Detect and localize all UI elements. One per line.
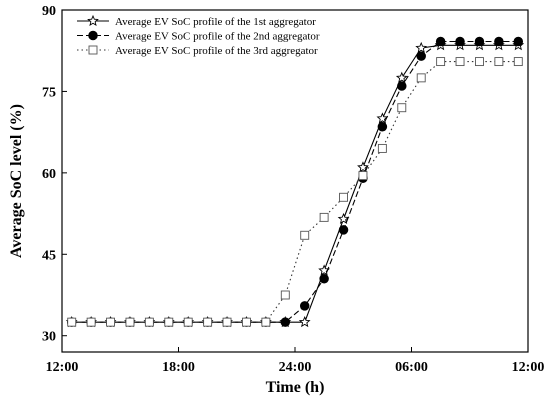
square-marker — [300, 230, 310, 240]
x-tick-label: 24:00 — [279, 360, 312, 375]
x-tick-label: 06:00 — [395, 360, 428, 375]
legend-label: Average EV SoC profile of the 1st aggreg… — [115, 16, 316, 28]
series-2 — [66, 36, 524, 327]
square-marker — [144, 317, 154, 327]
star-marker — [415, 41, 428, 53]
series-line — [71, 61, 519, 323]
square-marker — [125, 317, 135, 327]
square-marker — [397, 103, 407, 113]
square-marker — [222, 317, 232, 327]
square-marker — [67, 317, 77, 327]
square-marker — [164, 317, 174, 327]
circle-marker — [474, 36, 485, 47]
circle-marker — [397, 81, 407, 91]
circle-marker — [299, 301, 310, 311]
circle-marker — [416, 51, 426, 61]
series-layer — [65, 36, 525, 328]
series-3 — [67, 57, 523, 327]
circle-marker — [494, 36, 504, 47]
legend-label: Average EV SoC profile of the 2nd aggreg… — [115, 31, 320, 43]
series-1 — [65, 39, 525, 328]
square-marker — [183, 317, 193, 327]
star-marker — [298, 315, 311, 328]
square-marker — [86, 317, 96, 327]
square-marker — [339, 192, 348, 202]
square-marker — [319, 212, 329, 222]
star-marker — [337, 212, 350, 224]
square-marker — [280, 290, 290, 300]
y-tick-label: 75 — [42, 85, 56, 100]
square-marker — [377, 143, 387, 153]
square-marker — [358, 171, 368, 181]
x-axis-title: Time (h) — [266, 379, 325, 396]
square-marker — [436, 57, 446, 67]
y-tick-label: 45 — [42, 248, 56, 263]
square-marker — [513, 57, 523, 67]
square-marker — [475, 57, 484, 67]
legend-label: Average EV SoC profile of the 3rd aggreg… — [115, 45, 318, 57]
x-tick-label: 12:00 — [512, 360, 545, 375]
star-marker — [376, 112, 389, 124]
square-marker — [203, 317, 213, 327]
square-marker — [455, 57, 465, 67]
series-line — [71, 40, 519, 323]
legend: Average EV SoC profile of the 1st aggreg… — [77, 14, 320, 57]
series-line — [71, 44, 519, 323]
star-marker — [87, 14, 99, 26]
star-marker — [395, 71, 408, 83]
axis-ticks: 12:00 18:00 24:00 06:00 12:00 30 45 60 75 90 — [42, 4, 544, 375]
x-tick-label: 18:00 — [162, 360, 195, 375]
square-marker — [88, 45, 98, 55]
y-tick-label: 90 — [42, 4, 56, 19]
star-marker — [357, 161, 369, 173]
square-marker — [416, 73, 426, 83]
y-tick-label: 60 — [42, 167, 56, 182]
circle-marker — [377, 121, 388, 132]
square-marker — [261, 317, 271, 327]
circle-marker — [435, 36, 446, 47]
circle-marker — [319, 273, 329, 284]
x-tick-label: 12:00 — [46, 360, 79, 375]
square-marker — [494, 57, 504, 67]
circle-marker — [455, 36, 465, 47]
square-marker — [106, 317, 115, 327]
y-axis-title: Average SoC level (%) — [8, 104, 25, 258]
circle-marker — [338, 225, 349, 235]
circle-marker — [88, 30, 98, 41]
square-marker — [242, 317, 251, 327]
circle-marker — [513, 36, 524, 47]
circle-marker — [280, 317, 291, 327]
y-tick-label: 30 — [42, 330, 56, 345]
